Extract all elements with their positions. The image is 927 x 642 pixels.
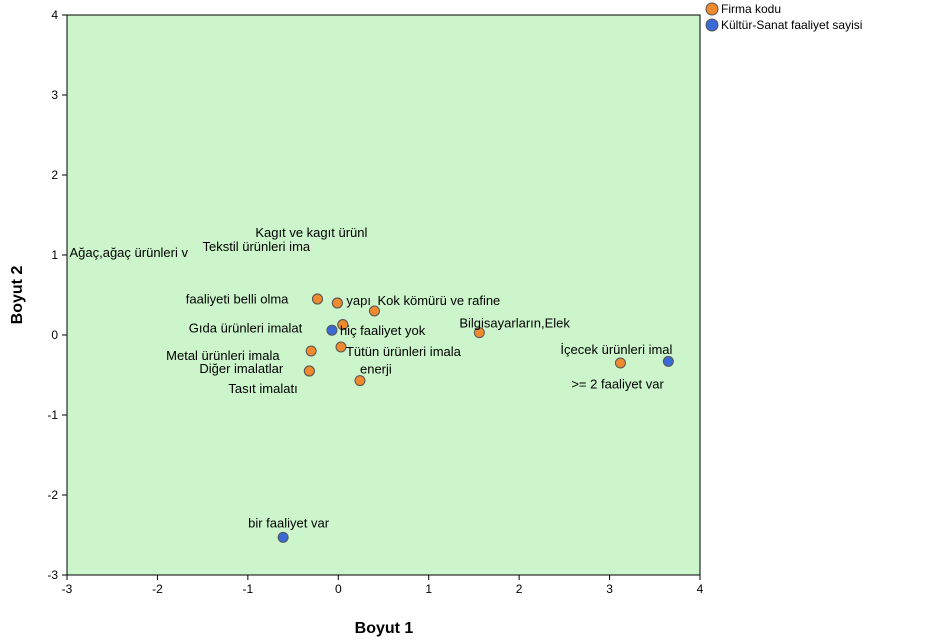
- y-tick-label: -3: [47, 568, 58, 582]
- data-point: [305, 345, 317, 357]
- x-tick-label: -3: [62, 582, 73, 596]
- point-label: Tasıt imalatı: [228, 381, 297, 396]
- legend-marker: [705, 2, 719, 16]
- x-tick-label: 0: [335, 582, 342, 596]
- data-point: [473, 327, 485, 339]
- legend-marker: [705, 18, 719, 32]
- y-tick-label: 3: [51, 88, 58, 102]
- point-label: İçecek ürünleri imal: [560, 342, 672, 357]
- x-axis-title: Boyut 1: [355, 620, 414, 637]
- x-tick-label: -1: [243, 582, 254, 596]
- y-tick-label: 1: [51, 248, 58, 262]
- data-point: [303, 365, 315, 377]
- point-label: Kagıt ve kagıt ürünl: [255, 225, 367, 240]
- y-tick-label: -2: [47, 488, 58, 502]
- point-label: Tekstil ürünleri ima: [202, 239, 310, 254]
- data-point: [311, 293, 323, 305]
- point-label: Bilgisayarların,Elek: [459, 316, 570, 331]
- point-label: enerji: [360, 362, 392, 377]
- y-tick-label: 4: [51, 8, 58, 22]
- data-point: [277, 531, 289, 543]
- y-tick-label: -1: [47, 408, 58, 422]
- data-point: [326, 324, 338, 336]
- y-tick-label: 0: [51, 328, 58, 342]
- y-tick-label: 2: [51, 168, 58, 182]
- point-label: Tütün ürünleri imala: [346, 344, 462, 359]
- legend-label: Kültür-Sanat faaliyet sayisi: [721, 18, 862, 32]
- point-label: Diğer imalatlar: [199, 361, 283, 376]
- point-label: hiç faaliyet yok: [340, 323, 426, 338]
- x-tick-label: 2: [516, 582, 523, 596]
- data-point: [337, 319, 349, 331]
- point-label: Ağaç,ağaç ürünleri v: [69, 245, 188, 260]
- data-point: [614, 357, 626, 369]
- point-label: >= 2 faaliyet var: [571, 376, 664, 391]
- data-point: [335, 341, 347, 353]
- x-tick-label: 3: [606, 582, 613, 596]
- data-point: [354, 375, 366, 387]
- point-label: Kok kömürü ve rafine: [377, 293, 500, 308]
- point-label: Metal ürünleri imala: [166, 348, 280, 363]
- x-axis: -3 -2 -1 0 1 2 3 4: [62, 575, 704, 596]
- plot-area: [66, 14, 701, 576]
- point-label: bir faaliyet var: [248, 515, 330, 530]
- y-axis: -3 -2 -1 0 1 2 3 4: [47, 8, 67, 582]
- data-point: [368, 305, 380, 317]
- legend-label: Firma kodu: [721, 2, 781, 16]
- legend: Firma kodu Kültür-Sanat faaliyet sayisi: [705, 2, 862, 32]
- point-label: Gıda ürünleri imalat: [189, 321, 303, 336]
- data-points: [277, 293, 674, 543]
- point-label: yapı: [346, 293, 371, 308]
- data-point: [662, 355, 674, 367]
- point-label: faaliyeti belli olma: [186, 292, 289, 307]
- data-point: [331, 297, 343, 309]
- y-axis-title: Boyut 2: [9, 266, 26, 325]
- x-tick-label: 1: [425, 582, 432, 596]
- x-tick-label: -2: [152, 582, 163, 596]
- x-tick-label: 4: [697, 582, 704, 596]
